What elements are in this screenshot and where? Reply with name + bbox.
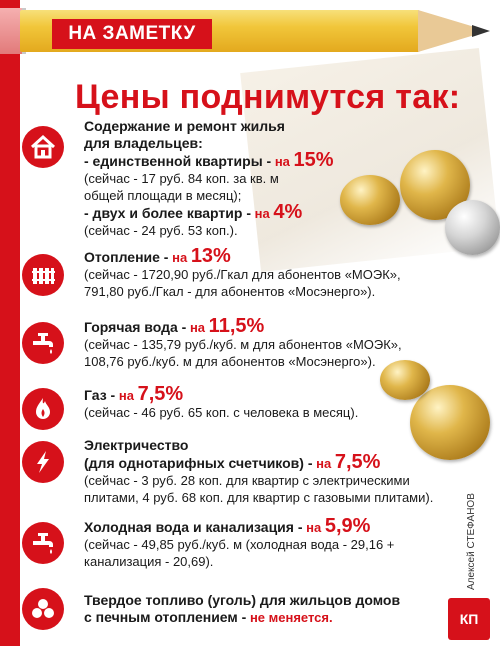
item-label: Горячая вода - <box>84 319 187 335</box>
item-text: Электричество (для однотарифных счетчико… <box>84 437 484 506</box>
item-text: Твердое топливо (уголь) для жильцов домо… <box>84 592 484 626</box>
hot-water-tap-icon <box>22 322 64 364</box>
lightning-icon <box>22 441 64 483</box>
item-text: Холодная вода и канализация - на 5,9% (с… <box>84 515 484 570</box>
item-text: Содержание и ремонт жилья для владельцев… <box>84 118 484 239</box>
section-badge: НА ЗАМЕТКУ <box>52 19 212 49</box>
photo-credit: Алексей СТЕФАНОВ <box>466 493 477 590</box>
increase-percent: 13% <box>190 245 231 267</box>
increase-percent: 7,5% <box>137 383 184 405</box>
item-label: Содержание и ремонт жилья <box>84 118 285 134</box>
item-note: (сейчас - 24 руб. 53 коп.). <box>84 223 238 238</box>
coal-icon <box>22 588 64 630</box>
coin <box>445 200 500 255</box>
item-label: Электричество <box>84 437 189 453</box>
cold-water-tap-icon <box>22 522 64 564</box>
increase-percent: 15% <box>293 149 334 171</box>
item-label: Газ - <box>84 387 116 403</box>
left-red-bar <box>0 0 20 646</box>
item-label: Отопление - <box>84 249 169 265</box>
item-label: с печным отоплением - <box>84 609 247 625</box>
on-word: на <box>254 206 270 221</box>
item-note: (сейчас - 1720,90 руб./Гкал для абоненто… <box>84 267 401 282</box>
item-note: общей площади в месяц); <box>84 188 242 203</box>
item-note: (сейчас - 46 руб. 65 коп. с человека в м… <box>84 405 359 420</box>
logo-text: КП <box>459 611 479 627</box>
item-note: плитами, 4 руб. 68 коп. для квартир с га… <box>84 490 434 505</box>
radiator-icon <box>22 254 64 296</box>
coin <box>410 385 490 460</box>
on-word: на <box>189 320 206 335</box>
item-note: (сейчас - 135,79 руб./куб. м для абонент… <box>84 337 402 352</box>
item-note: 108,76 руб./куб. м для абонентов «Мосэне… <box>84 354 376 369</box>
increase-percent: 4% <box>273 201 303 223</box>
item-note: (сейчас - 17 руб. 84 коп. за кв. м <box>84 171 279 186</box>
item-label: Твердое топливо (уголь) для жильцов домо… <box>84 592 401 608</box>
item-label: для владельцев: <box>84 135 203 151</box>
increase-percent: 7,5% <box>334 451 381 473</box>
status-text: не меняется. <box>249 610 333 625</box>
on-word: на <box>274 154 290 169</box>
item-text: Горячая вода - на 11,5% (сейчас - 135,79… <box>84 315 484 370</box>
on-word: на <box>306 520 322 535</box>
gas-flame-icon <box>22 388 64 430</box>
item-label: (для однотарифных счетчиков) - <box>84 455 313 471</box>
house-icon <box>22 126 64 168</box>
on-word: на <box>172 250 188 265</box>
coin <box>340 175 400 225</box>
kp-logo: КП <box>448 598 490 640</box>
item-note: (сейчас - 3 руб. 28 коп. для квартир с э… <box>84 473 410 488</box>
on-word: на <box>118 388 134 403</box>
pencil-lead <box>472 25 490 37</box>
item-sublabel: - единственной квартиры - <box>84 153 272 169</box>
on-word: на <box>316 456 332 471</box>
item-text: Отопление - на 13% (сейчас - 1720,90 руб… <box>84 245 484 300</box>
coin <box>380 360 430 400</box>
increase-percent: 5,9% <box>324 515 371 537</box>
item-note: канализация - 20,69). <box>84 554 214 569</box>
headline: Цены поднимутся так: <box>75 78 461 116</box>
item-note: 791,80 руб./Гкал - для абонентов «Мосэне… <box>84 284 376 299</box>
item-note: (сейчас - 49,85 руб./куб. м (холодная во… <box>84 537 395 552</box>
item-sublabel: - двух и более квартир - <box>84 205 251 221</box>
item-text: Газ - на 7,5% (сейчас - 46 руб. 65 коп. … <box>84 383 484 421</box>
increase-percent: 11,5% <box>208 315 265 337</box>
item-label: Холодная вода и канализация - <box>84 519 303 535</box>
